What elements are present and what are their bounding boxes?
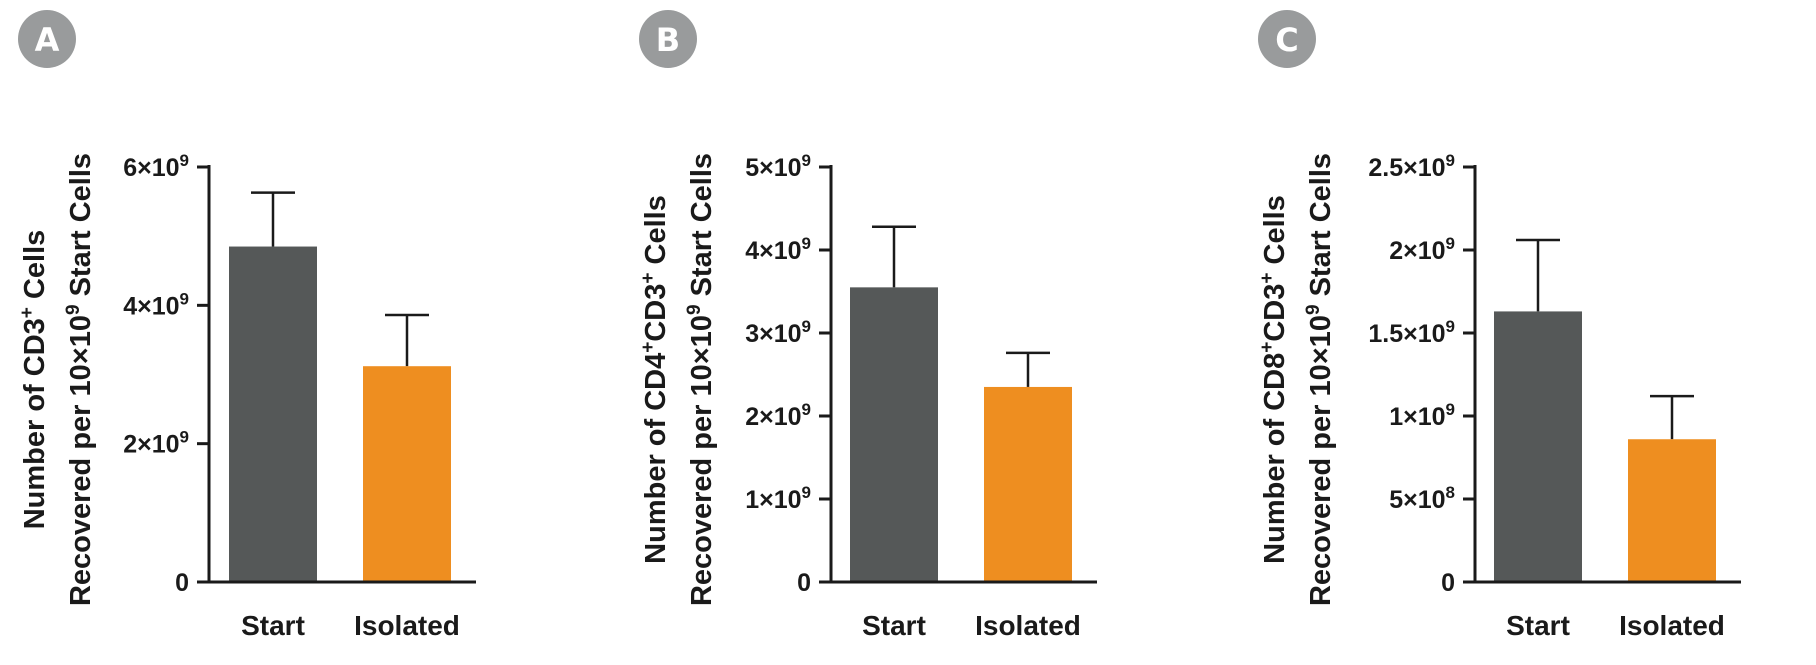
y-tick-label: 1.5×109 — [1368, 317, 1455, 348]
bar-isolated — [363, 366, 451, 582]
y-axis-label-line1: Number of CD8+CD3+ Cells — [1257, 195, 1291, 564]
bar-start — [229, 246, 317, 582]
panel-badge — [639, 10, 697, 68]
y-tick-label: 0 — [175, 569, 189, 597]
y-tick-label: 1×109 — [1389, 400, 1455, 431]
y-tick-label: 2×109 — [745, 400, 811, 431]
x-tick-label: Start — [1506, 610, 1570, 641]
bar-isolated — [984, 386, 1072, 582]
x-tick-label: Isolated — [354, 610, 460, 641]
y-axis-label-line1: Number of CD4+CD3+ Cells — [638, 195, 672, 564]
panel-a: A Start Isolated 0 2×109 4×109 6×109 Number of … — [17, 10, 476, 641]
y-tick-label: 0 — [797, 569, 811, 597]
y-tick-label: 2×109 — [1389, 234, 1455, 265]
y-tick-label: 3×109 — [745, 317, 811, 348]
y-axis-label-line1: Number of CD3+ Cells — [17, 230, 51, 530]
panel-badge-label: B — [656, 21, 680, 59]
panel-badge-label: C — [1275, 21, 1298, 59]
y-tick-label: 5×109 — [745, 151, 811, 182]
panel-b: B Start Isolated 0 1×109 2×109 3×109 4×109 5×109… — [638, 10, 1097, 641]
x-tick-label: Start — [862, 610, 926, 641]
y-tick-label: 4×109 — [123, 289, 189, 320]
y-tick-label: 2×109 — [123, 428, 189, 459]
x-tick-label: Start — [241, 610, 305, 641]
bar-start — [850, 287, 938, 582]
bar-isolated — [1628, 439, 1716, 582]
y-tick-label: 5×108 — [1389, 483, 1455, 514]
panel-badge — [18, 10, 76, 68]
y-axis-label-line2: Recovered per 10×109 Start Cells — [63, 153, 97, 606]
x-tick-label: Isolated — [975, 610, 1081, 641]
y-tick-label: 2.5×109 — [1368, 151, 1455, 182]
y-axis-label-line2: Recovered per 10×109 Start Cells — [1303, 153, 1337, 606]
y-tick-label: 4×109 — [745, 234, 811, 265]
panel-c: C Start Isolated 0 5×108 1×109 1.5×109 2×109 2.5… — [1257, 10, 1741, 641]
x-tick-label: Isolated — [1619, 610, 1725, 641]
bar-start — [1494, 311, 1582, 582]
y-tick-label: 6×109 — [123, 151, 189, 182]
y-tick-label: 1×109 — [745, 483, 811, 514]
y-tick-label: 0 — [1441, 569, 1455, 597]
y-axis-label-line2: Recovered per 10×109 Start Cells — [684, 153, 718, 606]
panel-badge-label: A — [35, 21, 60, 59]
panel-badge — [1258, 10, 1316, 68]
